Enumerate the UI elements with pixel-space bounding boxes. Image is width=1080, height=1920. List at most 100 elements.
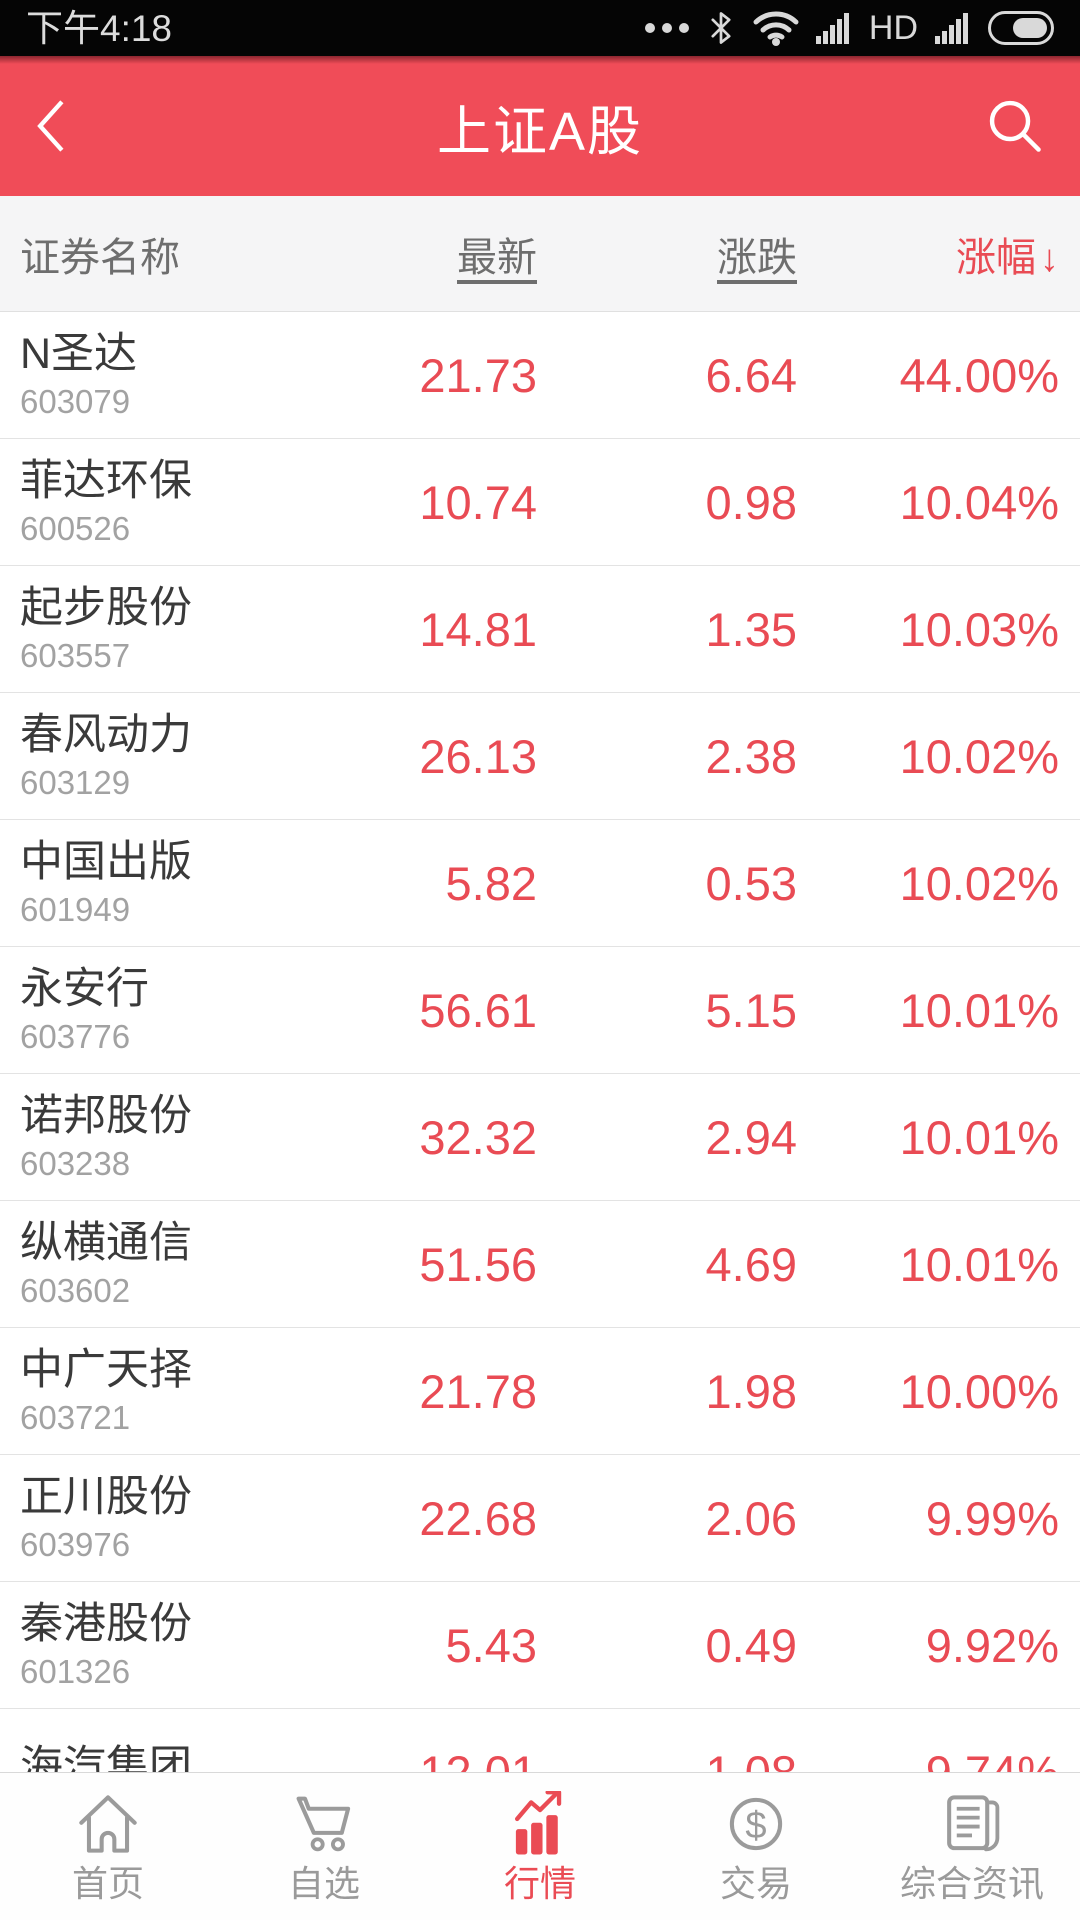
nav-tab-watchlist[interactable]: 自选 bbox=[216, 1773, 432, 1920]
stock-row[interactable]: 起步股份 603557 14.81 1.35 10.03% bbox=[0, 566, 1080, 693]
nav-tab-home[interactable]: 首页 bbox=[0, 1773, 216, 1920]
stock-code: 603238 bbox=[20, 1145, 131, 1183]
sort-desc-arrow-icon: ↓ bbox=[1040, 237, 1059, 280]
stock-name-cell: N圣达 603079 bbox=[20, 329, 287, 421]
app-header: 上证A股 bbox=[0, 56, 1080, 196]
stock-name-cell: 起步股份 603557 bbox=[20, 583, 287, 675]
stock-code: 603557 bbox=[20, 637, 131, 675]
signal-icon-2 bbox=[935, 13, 968, 44]
stock-latest-price: 5.82 bbox=[445, 856, 537, 910]
stock-row[interactable]: N圣达 603079 21.73 6.64 44.00% bbox=[0, 312, 1080, 439]
stock-name-cell: 春风动力 603129 bbox=[20, 712, 287, 802]
stock-change-percent: 10.03% bbox=[899, 602, 1059, 656]
stock-change: 2.06 bbox=[705, 1491, 797, 1545]
table-column-header: 证券名称 最新 涨跌 涨幅 ↓ bbox=[0, 196, 1080, 312]
stock-row[interactable]: 中广天择 603721 21.78 1.98 10.00% bbox=[0, 1328, 1080, 1455]
stock-code: 603079 bbox=[20, 383, 131, 421]
stock-name: 中国出版 bbox=[20, 837, 192, 886]
stock-latest-price: 10.74 bbox=[419, 475, 537, 529]
chart-icon bbox=[514, 1791, 562, 1855]
stock-row[interactable]: 中国出版 601949 5.82 0.53 10.02% bbox=[0, 820, 1080, 947]
notification-dots-icon bbox=[644, 23, 689, 33]
stock-latest-price: 22.68 bbox=[419, 1491, 537, 1545]
stock-change-percent: 10.00% bbox=[899, 1364, 1059, 1418]
stock-code: 601326 bbox=[20, 1653, 131, 1691]
stock-change-percent: 10.01% bbox=[899, 1237, 1059, 1291]
stock-latest-price: 12.01 bbox=[419, 1745, 537, 1773]
stock-latest-price: 21.73 bbox=[419, 348, 537, 402]
stock-change-percent: 9.92% bbox=[925, 1618, 1059, 1672]
search-icon bbox=[989, 100, 1041, 152]
page-title: 上证A股 bbox=[436, 101, 644, 162]
stock-name: 中广天择 bbox=[20, 1345, 192, 1394]
stock-list: N圣达 603079 21.73 6.64 44.00% 菲达环保 600526… bbox=[0, 312, 1080, 1772]
stock-change: 1.08 bbox=[705, 1745, 797, 1773]
stock-row[interactable]: 菲达环保 600526 10.74 0.98 10.04% bbox=[0, 439, 1080, 566]
home-icon bbox=[79, 1795, 137, 1853]
stock-latest-price: 56.61 bbox=[419, 983, 537, 1037]
stock-change-percent: 10.01% bbox=[899, 1110, 1059, 1164]
stock-code: 603776 bbox=[20, 1018, 131, 1056]
status-bar: 下午4:18 HD bbox=[0, 0, 1080, 56]
status-time: 下午4:18 bbox=[26, 7, 173, 49]
nav-label-home: 首页 bbox=[71, 1863, 144, 1904]
col-change[interactable]: 涨跌 bbox=[717, 235, 797, 280]
nav-tab-trade[interactable]: $ 交易 bbox=[648, 1773, 864, 1920]
nav-label-trade: 交易 bbox=[719, 1863, 792, 1904]
stock-change: 1.98 bbox=[705, 1364, 797, 1418]
stock-name-cell: 菲达环保 600526 bbox=[20, 458, 287, 548]
stock-row[interactable]: 永安行 603776 56.61 5.15 10.01% bbox=[0, 947, 1080, 1074]
stock-name: 正川股份 bbox=[20, 1472, 192, 1521]
stock-code: 603976 bbox=[20, 1526, 131, 1564]
stock-change: 0.49 bbox=[705, 1618, 797, 1672]
stock-change: 2.38 bbox=[705, 729, 797, 783]
stock-name: 起步股份 bbox=[20, 583, 192, 632]
signal-icon bbox=[815, 13, 849, 44]
stock-change-percent: 10.02% bbox=[899, 856, 1059, 910]
trade-icon: $ bbox=[729, 1797, 783, 1851]
stock-change-percent: 10.04% bbox=[899, 475, 1059, 529]
stock-row[interactable]: 纵横通信 603602 51.56 4.69 10.01% bbox=[0, 1201, 1080, 1328]
stock-name-cell: 纵横通信 603602 bbox=[20, 1220, 287, 1307]
stock-row[interactable]: 秦港股份 601326 5.43 0.49 9.92% bbox=[0, 1582, 1080, 1709]
col-pct-sorted[interactable]: 涨幅 ↓ bbox=[956, 235, 1059, 280]
stock-latest-price: 21.78 bbox=[419, 1364, 537, 1418]
stock-row[interactable]: 正川股份 603976 22.68 2.06 9.99% bbox=[0, 1455, 1080, 1582]
stock-change-percent: 10.02% bbox=[899, 729, 1059, 783]
stock-code: 603129 bbox=[20, 764, 131, 802]
stock-name-cell: 海汽集团 bbox=[20, 1745, 287, 1772]
search-button[interactable] bbox=[984, 95, 1046, 157]
stock-name: 永安行 bbox=[20, 964, 149, 1013]
stock-name: 海汽集团 bbox=[20, 1743, 192, 1772]
stock-change-percent: 9.74% bbox=[925, 1745, 1059, 1773]
stock-name-cell: 中国出版 601949 bbox=[20, 837, 287, 929]
nav-label-watchlist: 自选 bbox=[287, 1863, 360, 1904]
col-latest[interactable]: 最新 bbox=[457, 235, 537, 280]
stock-change-percent: 44.00% bbox=[899, 348, 1059, 402]
stock-change: 6.64 bbox=[705, 348, 797, 402]
stock-row[interactable]: 海汽集团 12.01 1.08 9.74% bbox=[0, 1709, 1080, 1772]
stock-latest-price: 5.43 bbox=[445, 1618, 537, 1672]
nav-tab-market[interactable]: 行情 bbox=[432, 1773, 648, 1920]
bottom-nav: 首页 自选 行情 $ 交易 bbox=[0, 1772, 1080, 1920]
stock-name-cell: 秦港股份 601326 bbox=[20, 1601, 287, 1691]
stock-name: N圣达 bbox=[20, 329, 138, 378]
news-icon bbox=[947, 1795, 1000, 1852]
svg-text:$: $ bbox=[745, 1805, 766, 1847]
stock-code: 601949 bbox=[20, 891, 131, 929]
stock-name-cell: 中广天择 603721 bbox=[20, 1345, 287, 1437]
stock-change-percent: 10.01% bbox=[899, 983, 1059, 1037]
status-icons: HD bbox=[644, 8, 1054, 48]
battery-icon bbox=[988, 11, 1054, 45]
stock-latest-price: 26.13 bbox=[419, 729, 537, 783]
back-button[interactable] bbox=[34, 97, 68, 155]
stock-latest-price: 14.81 bbox=[419, 602, 537, 656]
stock-row[interactable]: 春风动力 603129 26.13 2.38 10.02% bbox=[0, 693, 1080, 820]
stock-code: 603721 bbox=[20, 1399, 131, 1437]
nav-tab-news[interactable]: 综合资讯 bbox=[864, 1773, 1080, 1920]
stock-code: 600526 bbox=[20, 510, 131, 548]
nav-label-market: 行情 bbox=[503, 1863, 576, 1904]
stock-change: 1.35 bbox=[705, 602, 797, 656]
stock-row[interactable]: 诺邦股份 603238 32.32 2.94 10.01% bbox=[0, 1074, 1080, 1201]
